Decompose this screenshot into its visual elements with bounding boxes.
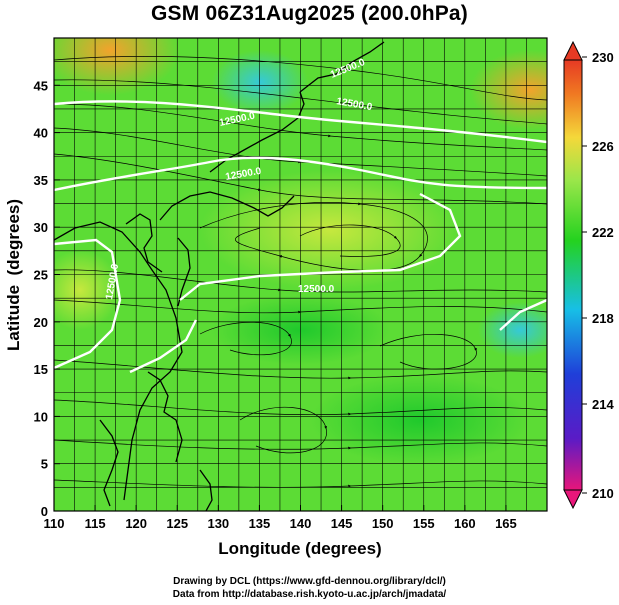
deep-green-south bbox=[310, 375, 530, 465]
x-tick-label: 110 bbox=[44, 516, 65, 531]
contour-west bbox=[54, 238, 122, 370]
colorbar-tick-label: 222 bbox=[592, 225, 614, 240]
y-tick-label: 45 bbox=[34, 78, 48, 93]
x-tick-label: 125 bbox=[166, 516, 188, 531]
warm-anomaly-northeast bbox=[470, 50, 547, 130]
x-tick-label: 155 bbox=[413, 516, 435, 531]
colorbar-max-arrow bbox=[563, 40, 583, 61]
y-tick-label: 30 bbox=[34, 220, 48, 235]
x-tick-label: 120 bbox=[125, 516, 147, 531]
coast-indochina bbox=[99, 419, 119, 507]
contour-high-south bbox=[179, 192, 462, 301]
height-contours bbox=[54, 100, 547, 374]
chart-title: GSM 06Z31Aug2025 (200.0hPa) bbox=[150, 2, 469, 25]
y-tick-label: 10 bbox=[34, 409, 48, 424]
coast-taiwan-strait bbox=[177, 237, 191, 307]
colorbar-tick-label: 230 bbox=[592, 50, 614, 65]
coast-borneo bbox=[199, 469, 213, 511]
y-tick-label: 15 bbox=[34, 362, 48, 377]
y-tick-label: 5 bbox=[41, 457, 48, 472]
wind-streamlines bbox=[54, 56, 547, 488]
coastlines bbox=[54, 41, 385, 511]
colorbar-tick-label: 218 bbox=[592, 311, 614, 326]
coast-philippines bbox=[147, 371, 183, 463]
coast-japan-south bbox=[159, 191, 295, 221]
y-tick-label: 20 bbox=[34, 315, 48, 330]
contour-east bbox=[499, 298, 547, 331]
y-tick-label: 40 bbox=[34, 126, 48, 141]
credit-data: Data from http://database.rish.kyoto-u.a… bbox=[172, 589, 447, 600]
warm-anomaly-northwest bbox=[54, 38, 180, 95]
cool-anomaly-east bbox=[478, 302, 547, 358]
colorbar-tick-label: 210 bbox=[592, 486, 614, 501]
x-tick-label: 115 bbox=[85, 516, 106, 531]
contour-philippine bbox=[129, 319, 198, 374]
y-tick-label: 0 bbox=[41, 504, 48, 519]
x-tick-label: 160 bbox=[454, 516, 476, 531]
contour-label: 12500.0 bbox=[298, 284, 335, 295]
colorbar-gradient bbox=[563, 59, 583, 491]
coast-korea-bay bbox=[125, 213, 163, 273]
contour-north bbox=[54, 100, 547, 144]
x-tick-label: 135 bbox=[249, 516, 271, 531]
x-tick-label: 145 bbox=[331, 516, 353, 531]
cool-anomaly-north bbox=[212, 50, 308, 114]
credit-drawing: Drawing by DCL (https://www.gfd-dennou.o… bbox=[173, 576, 446, 587]
x-tick-label: 165 bbox=[495, 516, 517, 531]
colorbar-tick-label: 226 bbox=[592, 139, 614, 154]
x-tick-label: 130 bbox=[207, 516, 229, 531]
y-tick-label: 25 bbox=[34, 268, 48, 283]
colorbar-tick-label: 214 bbox=[592, 397, 614, 412]
contour-mid bbox=[54, 156, 547, 192]
deep-green-band bbox=[210, 295, 390, 365]
axes: 110 115 120 125 130 135 140 145 150 155 160 165 0 5 10… bbox=[34, 78, 517, 531]
x-tick-label: 150 bbox=[372, 516, 394, 531]
coast-china bbox=[54, 221, 183, 501]
coast-kuril bbox=[299, 41, 385, 93]
y-tick-label: 35 bbox=[34, 173, 48, 188]
y-axis-label: Latitude (degrees) bbox=[4, 199, 23, 351]
x-axis-label: Longitude (degrees) bbox=[218, 539, 381, 558]
x-tick-label: 140 bbox=[290, 516, 312, 531]
colorbar: 230 226 222 218 214 210 bbox=[563, 40, 614, 510]
map-area: 12500.0 12500.0 12500.0 12500.0 12500.0 … bbox=[54, 38, 547, 511]
colorbar-min-arrow bbox=[563, 489, 583, 510]
